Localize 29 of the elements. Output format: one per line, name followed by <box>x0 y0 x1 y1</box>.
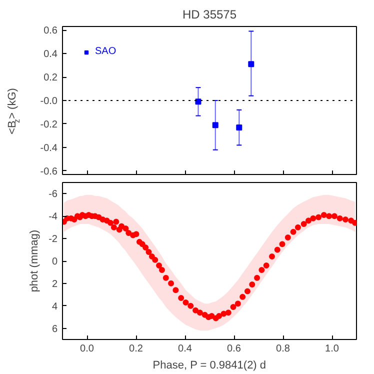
chart-title: HD 35575 <box>182 8 237 22</box>
y-tick-label: 6 <box>52 324 58 335</box>
y-tick-label: -0.6 <box>40 166 58 178</box>
y-tick-label: -6 <box>48 189 58 200</box>
x-tick-label: 0.4 <box>178 344 192 354</box>
y-tick-label: -0.0 <box>40 96 58 107</box>
x-tick-label: 0.0 <box>80 344 94 354</box>
y-tick-label: 0.4 <box>44 49 58 60</box>
y-tick-label: 0.6 <box>44 26 58 37</box>
x-tick-label: 0.6 <box>227 344 242 354</box>
x-axis-title: Phase, P = 0.9841(2) d <box>152 360 266 372</box>
y-tick-label: 0 <box>52 256 58 268</box>
y-tick-label: -0.4 <box>40 142 58 154</box>
y-tick-label: -4 <box>48 212 58 223</box>
y-tick-label: 0.2 <box>44 72 58 84</box>
x-tick-label: 0.2 <box>129 344 144 354</box>
point <box>195 98 202 105</box>
point <box>236 124 242 131</box>
y-tick-label: 2 <box>52 278 58 290</box>
y-tick-label: 4 <box>52 301 58 312</box>
y-axis-title: phot (mmag) <box>28 230 41 292</box>
legend-label: SAO <box>95 46 116 57</box>
y-tick-label: -0.2 <box>40 119 58 130</box>
x-tick-label: 0.8 <box>276 344 290 354</box>
x-tick-label: 1.0 <box>325 344 340 354</box>
y-tick-label: -2 <box>48 234 58 246</box>
point <box>212 122 218 128</box>
point <box>248 61 254 68</box>
y-axis-title: <Bz> (kG) <box>6 88 22 134</box>
